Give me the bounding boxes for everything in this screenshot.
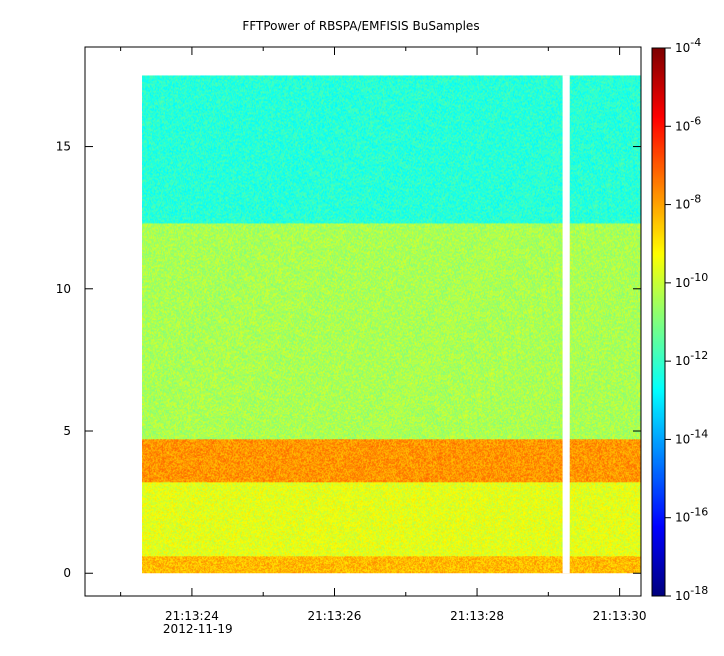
y-axis: 0 5 10 15 <box>56 140 641 580</box>
colorbar-gradient <box>652 48 665 596</box>
x-tick-label: 21:13:24 <box>165 609 219 623</box>
colorbar-ticks: 10-4 10-6 10-8 10-10 10-12 10-14 10-16 10-18 <box>665 36 708 603</box>
colorbar-tick-label: 10-10 <box>675 271 708 290</box>
x-tick-label: 21:13:26 <box>308 609 362 623</box>
data-gap <box>562 75 570 574</box>
colorbar-tick-label: 10-12 <box>675 349 708 368</box>
y-tick-label: 5 <box>63 424 71 438</box>
spectrogram-image <box>142 75 641 574</box>
colorbar-tick-label: 10-16 <box>675 506 708 525</box>
colorbar-frame <box>651 47 666 597</box>
colorbar: 10-4 10-6 10-8 10-10 10-12 10-14 10-16 10-18 <box>651 36 708 603</box>
plot-frame <box>84 46 642 597</box>
colorbar-tick-label: 10-14 <box>675 427 708 446</box>
x-tick-label: 21:13:30 <box>593 609 647 623</box>
y-tick-label: 10 <box>56 282 71 296</box>
colorbar-tick-label: 10-18 <box>675 584 708 603</box>
colorbar-tick-label: 10-8 <box>675 193 701 212</box>
x-tick-label: 21:13:28 <box>450 609 504 623</box>
colorbar-tick-label: 10-4 <box>675 36 701 55</box>
y-tick-label: 0 <box>63 566 71 580</box>
colorbar-tick-label: 10-6 <box>675 114 701 133</box>
chart-title: FFTPower of RBSPA/EMFISIS BuSamples <box>242 19 479 33</box>
x-date-label: 2012-11-19 <box>163 622 233 636</box>
y-tick-label: 15 <box>56 140 71 154</box>
plot-area <box>84 46 642 597</box>
